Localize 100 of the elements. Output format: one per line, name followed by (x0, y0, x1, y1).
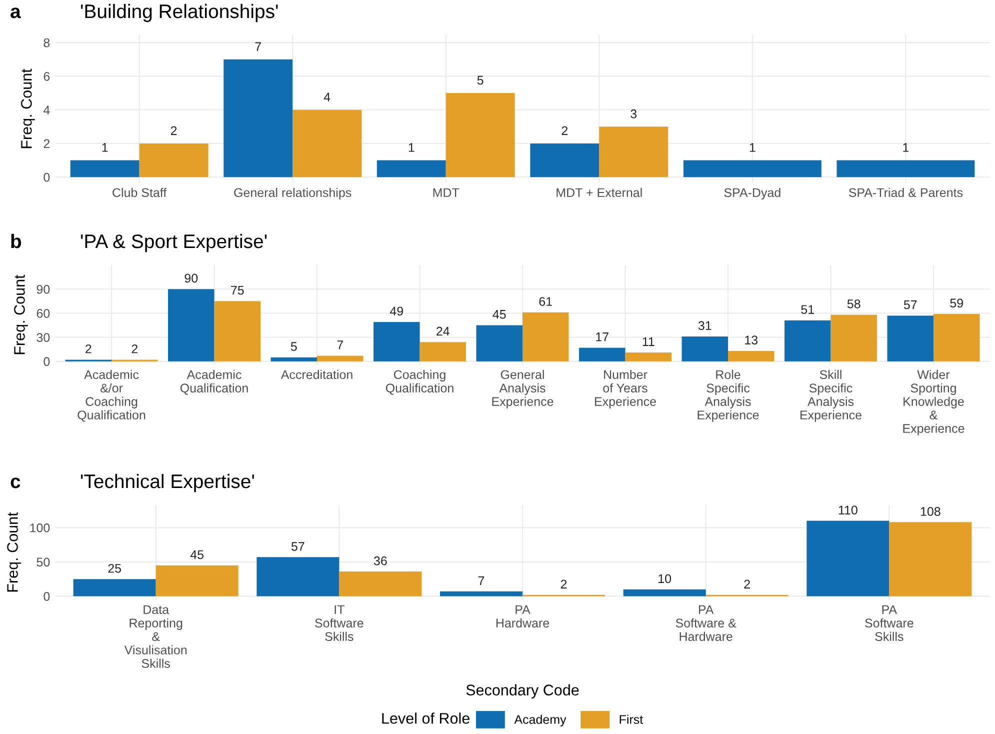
x-tick-label: Accreditation (280, 370, 352, 380)
legend-label: Academy (514, 714, 566, 726)
data-label: 5 (290, 342, 297, 351)
data-label: 90 (184, 274, 198, 283)
data-label: 1 (903, 143, 909, 152)
x-tick-label: PA Software Skills (865, 605, 914, 641)
x-tick-label: SPA-Dyad (724, 188, 780, 200)
x-tick-label: Data Reporting & Visulisation Skills (124, 605, 187, 668)
chart-title: 'PA & Sport Expertise' (80, 234, 267, 252)
y-tick-label: 8 (44, 38, 50, 48)
bar (806, 520, 890, 596)
data-label: 10 (658, 574, 672, 584)
x-tick-label: IT Software Skills (315, 605, 364, 641)
x-tick-label: Academic &/or Coaching Qualification (78, 370, 146, 422)
y-tick-label: 2 (44, 139, 50, 148)
y-axis-title: Freq. Count (21, 68, 35, 148)
bar (292, 110, 362, 178)
text: b (11, 234, 22, 248)
x-tick-label: MDT + External (556, 188, 642, 198)
bar (623, 589, 706, 596)
y-tick-label: 100 (30, 523, 50, 532)
data-label: 108 (920, 507, 940, 516)
bar (530, 143, 600, 178)
bar (625, 352, 672, 362)
data-label: 110 (838, 506, 858, 515)
y-tick-label: 30 (36, 333, 50, 342)
y-tick-label: 0 (44, 357, 50, 366)
bar (73, 579, 156, 596)
y-tick-label: 6 (44, 72, 50, 81)
y-tick-label: 0 (44, 172, 50, 182)
y-tick-label: 0 (44, 592, 50, 601)
bar (599, 126, 668, 178)
x-tick-label: Role Specific Analysis Experience (698, 370, 759, 422)
bar (156, 565, 238, 596)
data-label: 7 (337, 340, 343, 350)
legend-title: Level of Role (382, 712, 470, 724)
bar (830, 314, 877, 362)
data-label: 2 (132, 344, 138, 354)
bar (374, 322, 420, 362)
y-tick-label: 60 (36, 308, 50, 318)
x-axis-title: Secondary Code (466, 684, 579, 698)
data-label: 1 (102, 143, 108, 152)
chart-title: 'Building Relationships' (80, 4, 278, 22)
x-tick-label: Wider Sporting Knowledge & Experience (903, 370, 964, 436)
bar (139, 143, 208, 178)
data-label: 2 (560, 580, 567, 588)
bar (168, 289, 214, 362)
bar (70, 160, 140, 178)
bar (446, 93, 515, 178)
data-label: 49 (390, 306, 403, 316)
bar (376, 160, 446, 178)
data-label: 7 (255, 42, 261, 51)
bar (270, 357, 318, 362)
bar (317, 356, 364, 362)
data-label: 31 (698, 321, 712, 330)
x-tick-label: MDT (433, 188, 460, 197)
data-label: 7 (478, 576, 484, 586)
bar (476, 325, 522, 362)
data-label: 13 (745, 336, 758, 344)
bar (933, 314, 980, 362)
data-label: 2 (562, 126, 568, 135)
y-tick-label: 4 (43, 106, 50, 114)
data-label: 11 (642, 337, 654, 346)
x-tick-label: Coaching Qualification (386, 370, 454, 395)
data-label: 61 (539, 297, 552, 306)
data-label: 1 (750, 143, 756, 152)
bar (224, 59, 293, 178)
y-tick-label: 50 (36, 558, 50, 567)
x-tick-label: General relationships (234, 188, 352, 200)
bar (728, 350, 774, 362)
chart-title: 'Technical Expertise' (80, 474, 254, 492)
x-tick-label: PA Hardware (496, 605, 550, 628)
x-tick-label: PA Software & Hardware (676, 605, 736, 641)
data-label: 25 (108, 564, 122, 573)
data-label: 5 (477, 76, 484, 85)
data-label: 17 (596, 332, 608, 342)
bar (339, 572, 422, 596)
x-tick-label: Number of Years Experience (595, 370, 656, 408)
bar (784, 320, 831, 362)
data-label: 1 (408, 143, 414, 152)
bar (420, 342, 466, 362)
bar (887, 316, 934, 362)
data-label: 2 (86, 344, 92, 354)
bar (522, 312, 569, 362)
data-label: 4 (324, 92, 330, 102)
data-label: 75 (231, 286, 244, 295)
x-tick-label: Skill Specific Analysis Experience (800, 370, 862, 422)
y-axis-title: Freq. Count (14, 274, 28, 354)
data-label: 45 (492, 310, 506, 319)
legend-label: First (620, 714, 644, 724)
x-tick-label: SPA-Triad & Parents (848, 188, 963, 198)
bar (682, 336, 728, 362)
data-label: 2 (744, 580, 750, 588)
data-label: 36 (374, 556, 387, 566)
bar (256, 557, 340, 596)
bar (579, 348, 626, 362)
text: c (10, 478, 20, 488)
bar (889, 522, 972, 596)
text: a (10, 8, 21, 18)
data-label: 24 (436, 326, 450, 336)
